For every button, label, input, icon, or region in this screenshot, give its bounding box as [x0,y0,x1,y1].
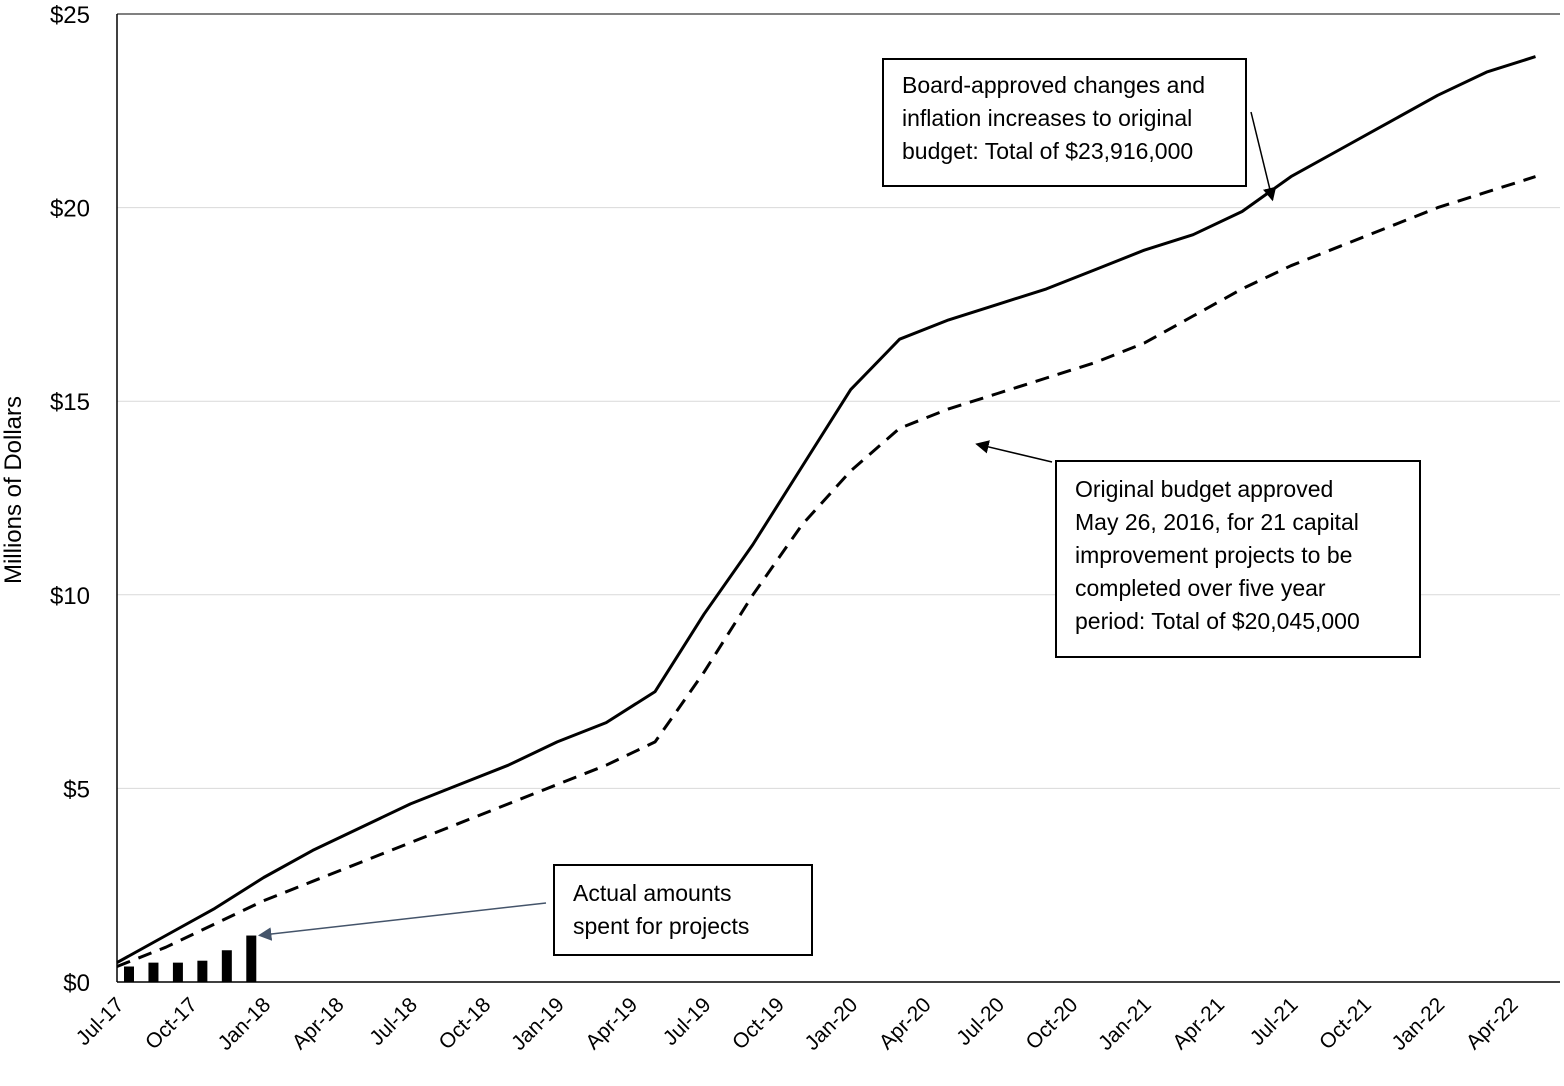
board-note-arrow [1250,111,1277,202]
x-tick-label: Oct-21 [1315,993,1376,1054]
original-budget-note: Original budget approved May 26, 2016, f… [1055,460,1421,658]
note-line: spent for projects [573,913,750,939]
note-line: Original budget approved [1075,476,1334,502]
x-tick-label: Apr-20 [875,993,936,1054]
actual-spending-bars [124,935,257,982]
x-tick-label: Jul-20 [952,993,1009,1050]
y-axis-label: Millions of Dollars [0,396,27,584]
note-line: completed over five year [1075,575,1326,601]
actual-spending-bar [124,966,134,982]
actual-spending-bar [197,960,208,982]
actual-note-arrow [257,902,547,941]
gridlines [117,13,1560,789]
x-tick-label: Oct-20 [1022,993,1083,1054]
x-tick-labels: Jul-17 Oct-17 Jan-18 Apr-18 Jul-18 Oct-18 Jan-… [72,993,1523,1055]
y-tick-label: $20 [50,196,90,223]
x-tick-label: Apr-19 [581,993,642,1054]
x-tick-label: Jan-19 [507,993,569,1055]
x-tick-label: Jul-17 [72,993,129,1050]
x-tick-label: Apr-21 [1168,993,1229,1054]
actual-spending-bar [148,962,159,982]
x-tick-label: Jan-22 [1388,993,1450,1055]
x-tick-label: Jan-21 [1094,993,1156,1055]
x-tick-label: Jul-18 [365,993,422,1050]
note-line: Actual amounts [573,880,732,906]
revised-budget-line [116,55,1536,964]
y-tick-label: $10 [50,583,90,610]
annotation-arrows [257,111,1277,941]
actual-spending-bar [172,962,183,982]
y-tick-label: $25 [50,2,90,29]
note-line: May 26, 2016, for 21 capital [1075,509,1359,535]
original-note-arrow [975,440,1053,463]
note-line: inflation increases to original [902,105,1193,131]
note-line: period: Total of $20,045,000 [1075,608,1360,634]
x-tick-label: Jul-21 [1246,993,1303,1050]
board-approved-note: Board-approved changes and inflation inc… [882,58,1247,187]
x-tick-label: Oct-19 [728,993,789,1054]
note-line: budget: Total of $23,916,000 [902,138,1194,164]
note-line: improvement projects to be [1075,542,1353,568]
original-budget-line [116,175,1536,968]
y-tick-label: $0 [63,970,90,997]
actual-spending-bar [246,935,257,982]
note-line: Board-approved changes and [902,72,1206,98]
y-tick-labels: $0 $5 $10 $15 $20 $25 [50,2,90,997]
x-tick-label: Apr-18 [288,993,349,1054]
actual-spending-bar [221,950,232,982]
x-tick-label: Oct-17 [141,993,202,1054]
y-tick-label: $15 [50,389,90,416]
y-tick-label: $5 [63,776,90,803]
x-tick-label: Jul-19 [659,993,716,1050]
budget-lines [116,55,1536,968]
x-tick-label: Oct-18 [435,993,496,1054]
x-tick-label: Jan-18 [214,993,276,1055]
actual-spending-note: Actual amounts spent for projects [553,864,813,956]
x-tick-label: Apr-22 [1462,993,1523,1054]
x-tick-label: Jan-20 [801,993,863,1055]
axes [116,13,1560,983]
